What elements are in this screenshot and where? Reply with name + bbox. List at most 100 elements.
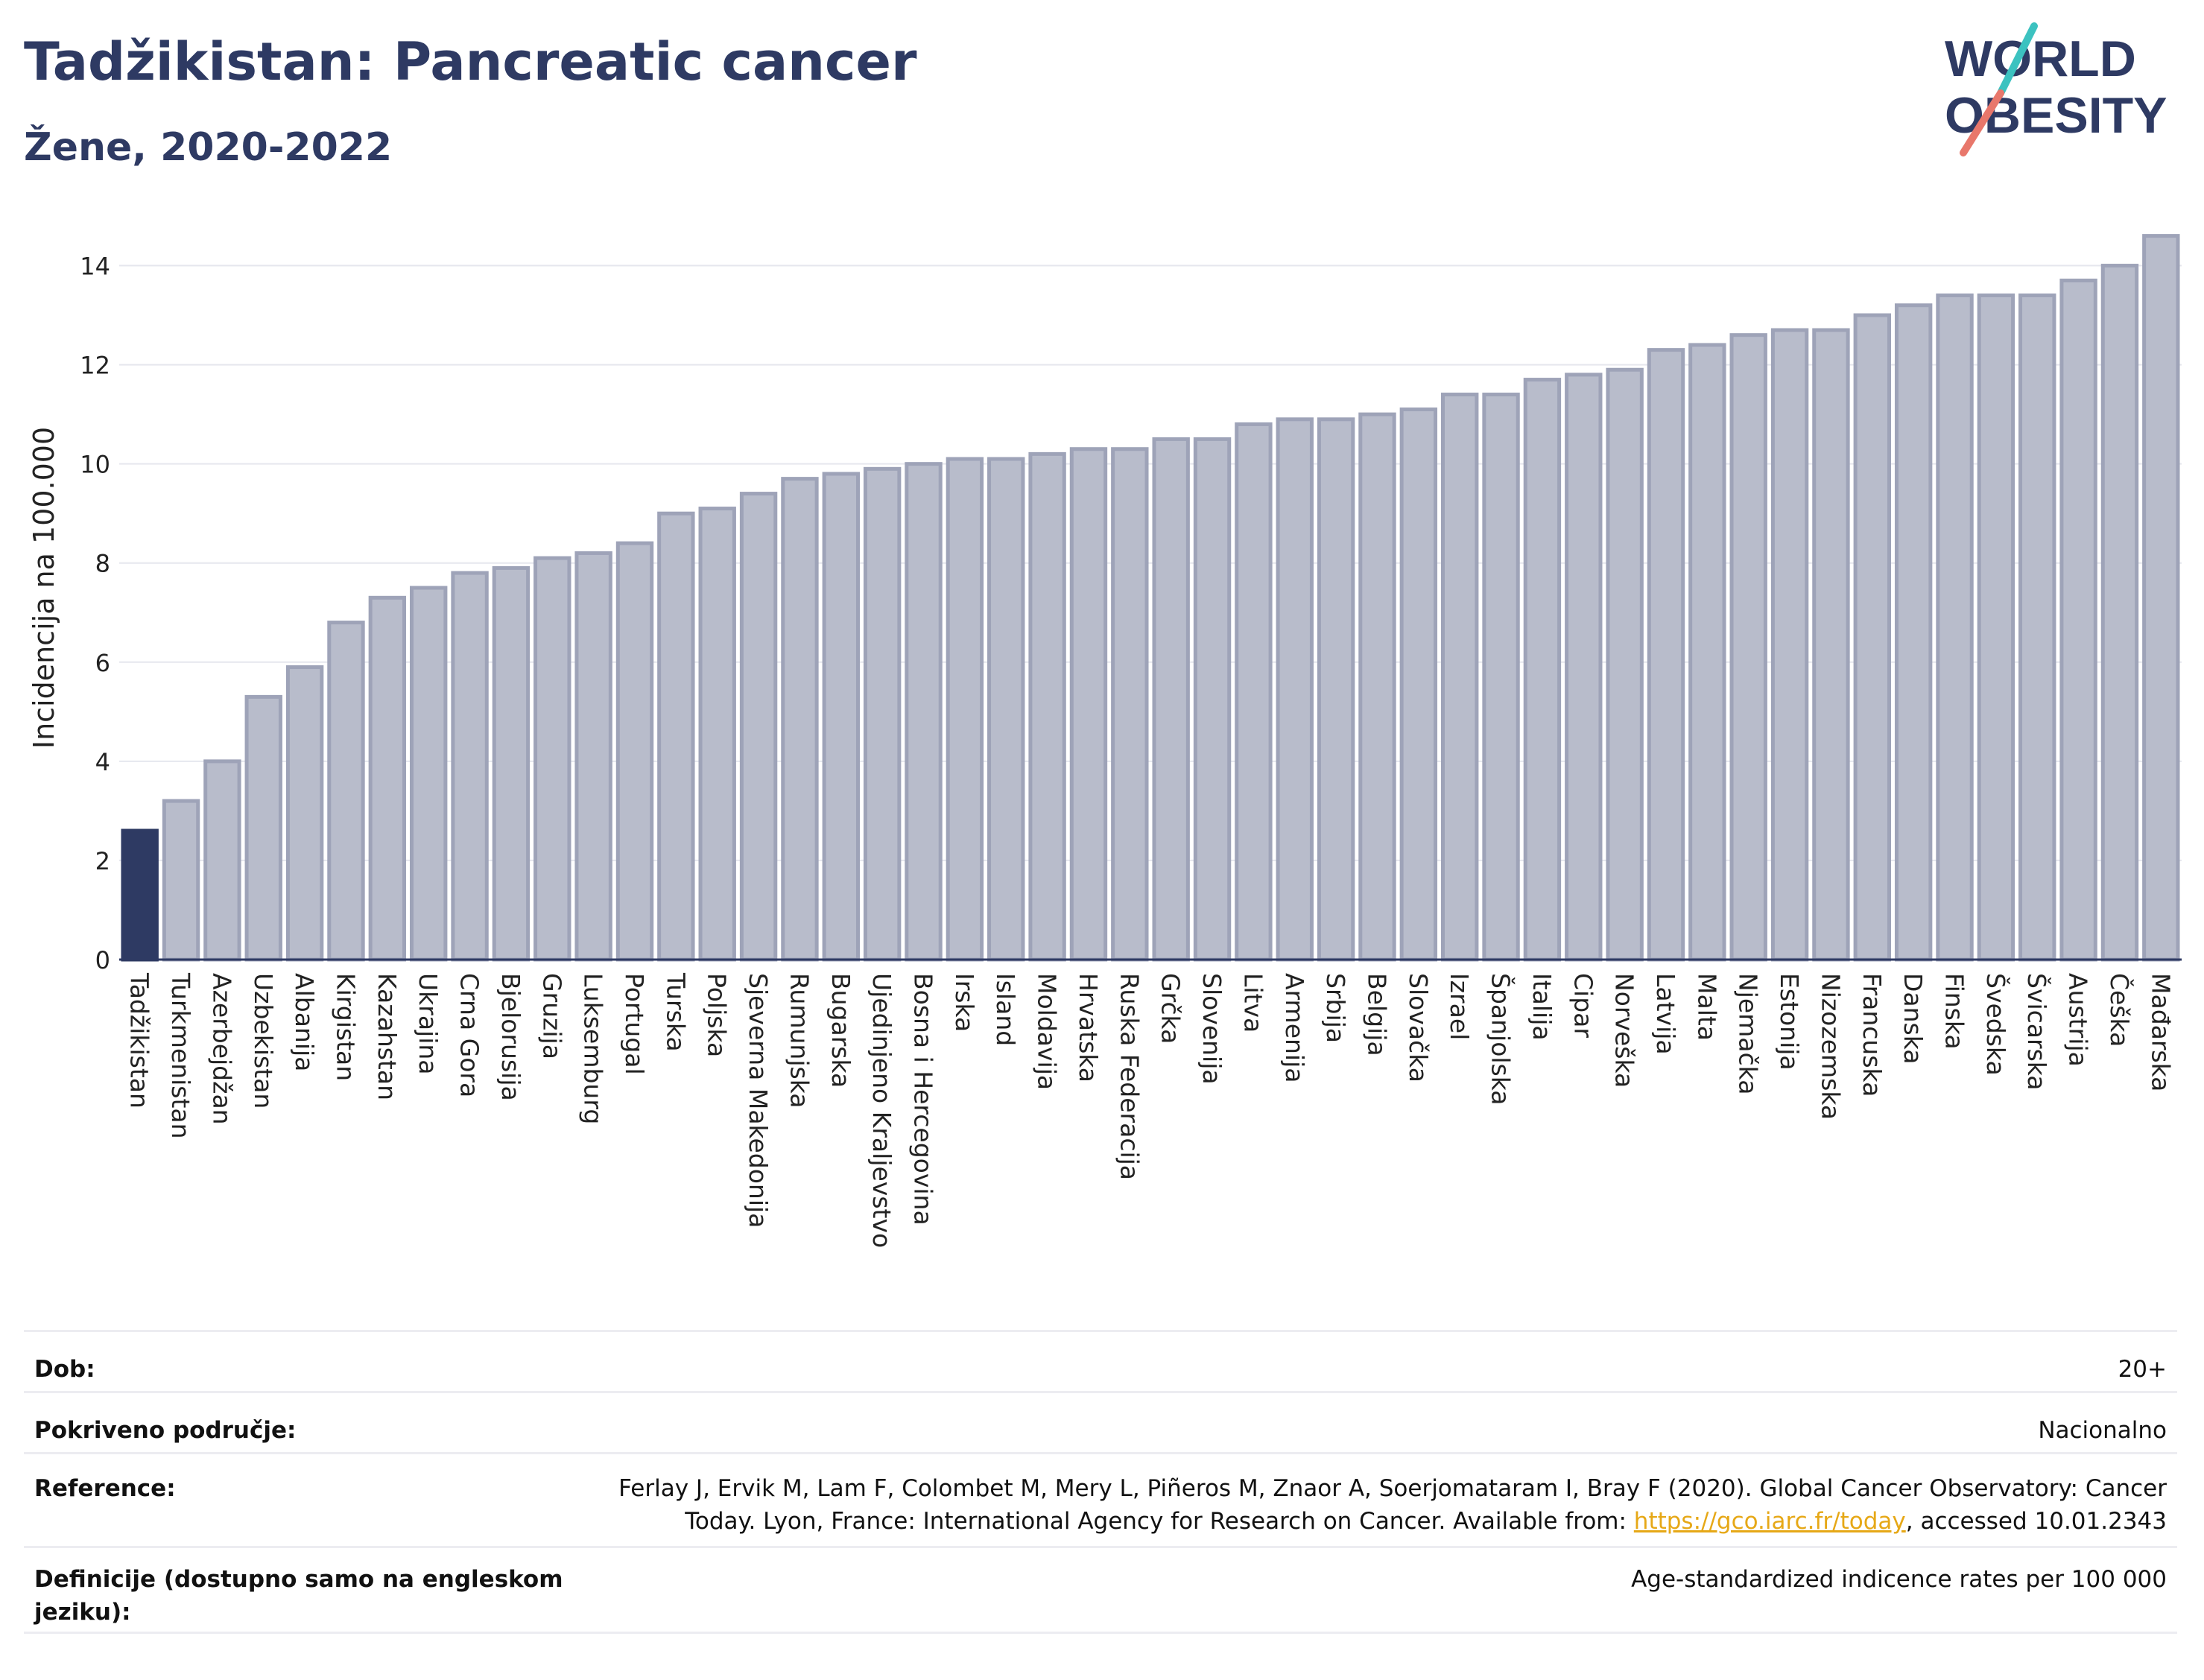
bar xyxy=(410,586,448,962)
bar xyxy=(1069,447,1108,962)
x-tick-label: Austrija xyxy=(2064,973,2093,1067)
x-tick-label: Gruzija xyxy=(537,973,566,1059)
bar xyxy=(451,571,489,962)
bar xyxy=(1317,417,1355,962)
bar xyxy=(2018,293,2056,962)
meta-row-reference: Reference: Ferlay J, Ervik M, Lam F, Col… xyxy=(24,1452,2177,1547)
bar xyxy=(1441,393,1479,962)
bar xyxy=(327,621,365,962)
bar xyxy=(863,466,902,962)
x-tick-label: Njemačka xyxy=(1734,973,1763,1094)
x-tick-label: Mađarska xyxy=(2146,973,2175,1091)
x-tick-label: Finska xyxy=(1940,973,1969,1050)
bar xyxy=(739,492,778,962)
bar xyxy=(1028,451,1066,962)
x-tick-label: Luksemburg xyxy=(579,973,608,1124)
x-tick-label: Tadžikistan xyxy=(125,972,154,1109)
x-tick-label: Srbija xyxy=(1321,973,1350,1043)
metadata-table: Dob: 20+ Pokriveno područje: Nacionalno … xyxy=(24,1330,2177,1643)
x-tick-label: Belgija xyxy=(1362,973,1391,1056)
definitions-label-line-1: Definicije (dostupno samo na engleskom xyxy=(34,1566,563,1593)
y-tick-label: 8 xyxy=(95,550,110,578)
bar xyxy=(2059,278,2097,962)
y-tick-label: 0 xyxy=(95,946,110,974)
logo-word-world: WORLD xyxy=(1945,31,2136,87)
x-tick-label: Hrvatska xyxy=(1074,973,1103,1083)
bar xyxy=(244,694,282,962)
bar xyxy=(368,595,407,962)
bar xyxy=(1235,422,1273,962)
bar xyxy=(1853,313,1891,962)
bar xyxy=(1152,437,1190,962)
bar xyxy=(1482,393,1520,962)
y-tick-label: 12 xyxy=(80,352,110,380)
bar xyxy=(698,507,736,962)
y-axis-label: Incidencija na 100.000 xyxy=(28,427,60,749)
bar xyxy=(1565,373,1603,962)
meta-row-definitions: Definicije (dostupno samo na engleskom j… xyxy=(24,1546,2177,1634)
reference-accessed: , accessed 10.01.2343 xyxy=(1905,1508,2167,1535)
age-label: Dob: xyxy=(34,1356,95,1383)
x-tick-label: Francuska xyxy=(1858,973,1887,1097)
x-tick-label: Ujedinjeno Kraljevstvo xyxy=(867,973,896,1248)
x-tick-label: Grčka xyxy=(1156,973,1185,1044)
logo-slash-coral xyxy=(1960,89,2004,156)
definitions-label: Definicije (dostupno samo na engleskom j… xyxy=(34,1563,563,1629)
bar xyxy=(1770,328,1809,962)
chart-title: Tadžikistan: Pancreatic cancer xyxy=(24,31,917,92)
bar-highlight xyxy=(121,828,159,962)
logo-word-obesity: OBESITY xyxy=(1945,87,2167,144)
meta-row-coverage: Pokriveno područje: Nacionalno xyxy=(24,1391,2177,1453)
bar xyxy=(2142,234,2180,962)
x-tick-label: Armenija xyxy=(1280,973,1309,1083)
reference-link[interactable]: https://gco.iarc.fr/today xyxy=(1633,1508,1906,1535)
x-tick-label: Bosna i Hercegovina xyxy=(909,973,938,1226)
bar xyxy=(203,759,241,962)
x-tick-label: Danska xyxy=(1899,973,1928,1065)
bar xyxy=(1358,412,1396,962)
bar xyxy=(1729,333,1767,962)
chart-subtitle: Žene, 2020-2022 xyxy=(24,125,393,170)
bar xyxy=(1647,348,1685,962)
bar xyxy=(533,556,571,962)
bar xyxy=(1812,328,1850,962)
bar xyxy=(822,472,860,962)
bar xyxy=(905,462,943,962)
x-tick-label: Uzbekistan xyxy=(249,973,278,1109)
bar xyxy=(1399,407,1438,962)
x-tick-label: Island xyxy=(991,973,1020,1046)
x-tick-label: Švicarska xyxy=(2022,973,2052,1091)
x-tick-label: Ruska Federacija xyxy=(1115,973,1144,1180)
bar-chart: 0 2 4 6 8 10 12 14 Incidencija na 100.000 Tadžiki… xyxy=(28,234,2182,1248)
x-tick-label: Rumunjska xyxy=(785,973,814,1108)
x-tick-label: Kazahstan xyxy=(373,973,402,1100)
bar xyxy=(987,457,1025,962)
x-tick-label: Albanija xyxy=(290,973,319,1071)
logo-slash-teal xyxy=(1997,22,2038,97)
x-tick-label: Slovačka xyxy=(1404,973,1433,1083)
y-tick-label: 14 xyxy=(80,253,110,281)
reference-label: Reference: xyxy=(34,1475,176,1502)
world-obesity-logo: WORLD OBESITY xyxy=(1945,22,2167,156)
x-tick-label: Španjolska xyxy=(1486,973,1516,1106)
bar xyxy=(2100,264,2139,962)
bar xyxy=(1688,343,1726,962)
bar xyxy=(285,665,324,962)
x-tick-label: Slovenija xyxy=(1197,973,1226,1085)
y-tick-label: 10 xyxy=(80,451,110,479)
reference-line-2-text: Today. Lyon, France: International Agenc… xyxy=(685,1508,1634,1535)
y-tick-label: 6 xyxy=(95,649,110,677)
x-tick-label: Kirgistan xyxy=(331,973,360,1081)
x-tick-label: Litva xyxy=(1238,973,1267,1033)
x-tick-label: Ukrajina xyxy=(414,973,443,1075)
x-tick-label: Švedska xyxy=(1981,973,2011,1076)
x-tick-label: Nizozemska xyxy=(1816,973,1845,1120)
bar xyxy=(615,541,654,962)
bar xyxy=(1111,447,1149,962)
x-tick-label: Moldavija xyxy=(1033,973,1062,1090)
coverage-label: Pokriveno područje: xyxy=(34,1417,297,1444)
meta-row-age: Dob: 20+ xyxy=(24,1330,2177,1392)
x-tick-label: Bjelorusija xyxy=(496,973,525,1101)
bar xyxy=(946,457,984,962)
bar xyxy=(1276,417,1314,962)
